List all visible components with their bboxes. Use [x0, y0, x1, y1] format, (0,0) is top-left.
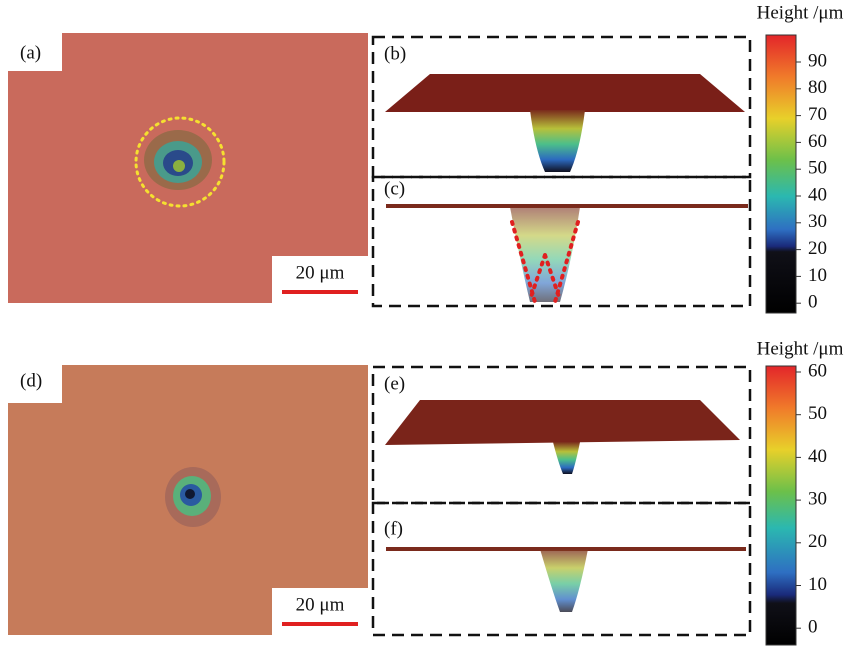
colorbar-title: Height /μm — [757, 338, 844, 359]
panel-label: (b) — [384, 43, 406, 64]
panel-label: (d) — [20, 370, 42, 391]
colorbar-tick-label: 60 — [808, 360, 827, 381]
colorbar-tick-label: 0 — [808, 292, 818, 313]
colorbar-tick-label: 0 — [808, 617, 818, 638]
panel-label: (f) — [384, 518, 403, 539]
colorbar-tick-label: 10 — [808, 265, 827, 286]
colorbar — [766, 35, 796, 313]
panel-label: (a) — [20, 42, 41, 63]
figure: (a) 20 μm (b) (c) (d) 20 μm (e) (f) Heig… — [0, 0, 850, 647]
colorbar-tick-label: 50 — [808, 403, 827, 424]
surface — [385, 400, 740, 445]
scale-bar-label: 20 μm — [296, 594, 345, 615]
colorbar-tick-label: 80 — [808, 77, 827, 98]
panel-label: (e) — [384, 373, 405, 394]
colorbar-tick-label: 50 — [808, 158, 827, 179]
colorbar-tick-label: 70 — [808, 104, 827, 125]
crater — [185, 489, 195, 499]
surface — [385, 74, 745, 112]
colorbar — [766, 366, 796, 645]
colorbar-tick-label: 30 — [808, 211, 827, 232]
colorbar-tick-label: 40 — [808, 184, 827, 205]
pit — [553, 442, 580, 474]
pit — [530, 110, 585, 172]
crater — [173, 160, 185, 172]
colorbar-title: Height /μm — [757, 2, 844, 23]
colorbar-tick-label: 90 — [808, 50, 827, 71]
colorbar-tick-label: 40 — [808, 446, 827, 467]
colorbar-tick-label: 30 — [808, 488, 827, 509]
panel-label: (c) — [384, 178, 405, 199]
scale-bar-label: 20 μm — [296, 262, 345, 283]
colorbar-tick-label: 20 — [808, 238, 827, 259]
colorbar-tick-label: 20 — [808, 531, 827, 552]
colorbar-tick-label: 60 — [808, 131, 827, 152]
pit — [540, 549, 588, 612]
colorbar-tick-label: 10 — [808, 574, 827, 595]
